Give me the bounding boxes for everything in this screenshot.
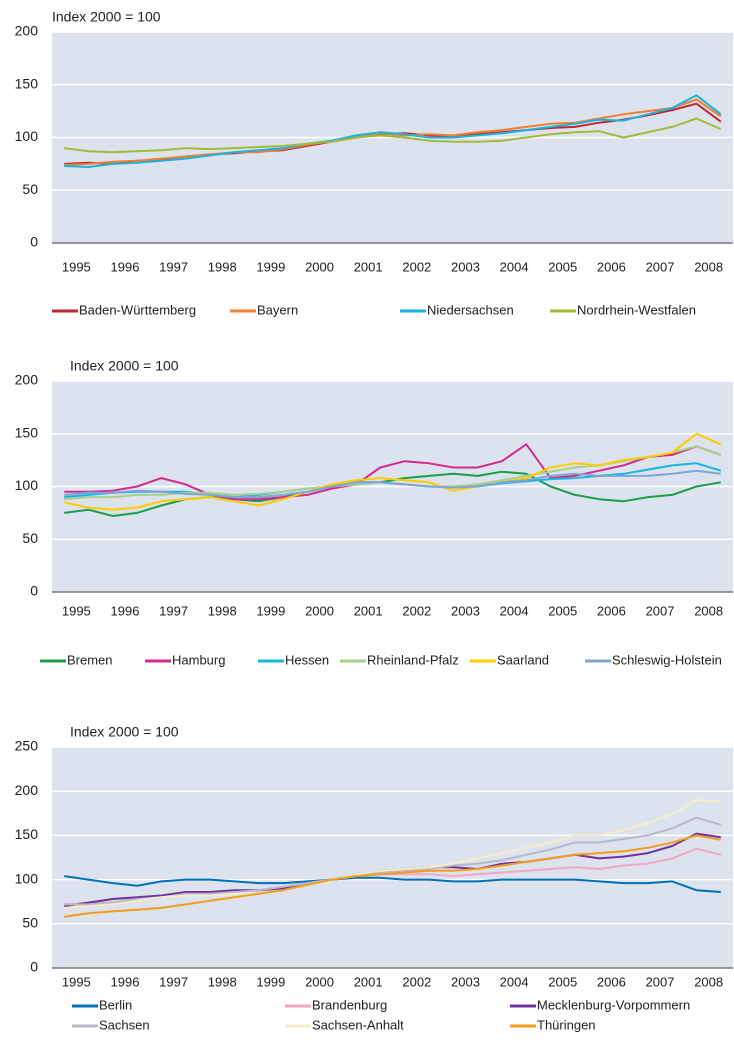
axis-title: Index 2000 = 100 bbox=[70, 358, 179, 374]
x-tick-label: 2001 bbox=[354, 974, 383, 989]
y-tick-label: 200 bbox=[15, 23, 39, 39]
x-tick-label: 2000 bbox=[305, 974, 334, 989]
series-line bbox=[64, 799, 721, 909]
legend-label: Nordrhein-Westfalen bbox=[577, 302, 696, 317]
x-tick-label: 2000 bbox=[305, 259, 334, 274]
legend-label: Hessen bbox=[285, 652, 329, 667]
x-tick-label: 2004 bbox=[500, 603, 529, 618]
y-tick-label: 0 bbox=[30, 583, 38, 599]
y-tick-label: 150 bbox=[15, 75, 39, 91]
series-line bbox=[64, 117, 722, 154]
x-tick-label: 2005 bbox=[548, 974, 577, 989]
y-tick-label: 0 bbox=[30, 959, 38, 975]
x-tick-label: 2002 bbox=[402, 259, 431, 274]
y-tick-label: 150 bbox=[15, 424, 39, 440]
x-tick-label: 1999 bbox=[256, 974, 285, 989]
axis-title: Index 2000 = 100 bbox=[52, 9, 161, 25]
legend-label: Bayern bbox=[257, 302, 298, 317]
x-tick-label: 2001 bbox=[354, 259, 383, 274]
series-line bbox=[64, 834, 721, 918]
x-tick-label: 1999 bbox=[256, 603, 285, 618]
x-tick-label: 1996 bbox=[111, 974, 140, 989]
x-tick-label: 2006 bbox=[597, 974, 626, 989]
series-line bbox=[64, 443, 722, 501]
y-tick-label: 50 bbox=[22, 530, 38, 546]
legend-label: Niedersachsen bbox=[427, 302, 514, 317]
x-tick-label: 2004 bbox=[500, 974, 529, 989]
series-line bbox=[64, 94, 722, 168]
x-tick-label: 2000 bbox=[305, 603, 334, 618]
legend-label: Rheinland-Pfalz bbox=[367, 652, 459, 667]
x-tick-label: 2002 bbox=[402, 974, 431, 989]
y-tick-label: 100 bbox=[15, 128, 39, 144]
legend-label: Mecklenburg-Vorpommern bbox=[537, 997, 690, 1012]
legend-label: Bremen bbox=[67, 652, 113, 667]
legend-label: Thüringen bbox=[537, 1017, 596, 1032]
x-tick-label: 2006 bbox=[597, 259, 626, 274]
legend-label: Sachsen-Anhalt bbox=[312, 1017, 404, 1032]
series-line bbox=[64, 470, 721, 517]
x-tick-label: 1995 bbox=[62, 259, 91, 274]
x-tick-label: 1997 bbox=[159, 603, 188, 618]
x-tick-label: 2007 bbox=[646, 974, 675, 989]
x-tick-label: 2006 bbox=[597, 603, 626, 618]
y-tick-label: 50 bbox=[22, 181, 38, 197]
x-tick-label: 2007 bbox=[646, 259, 675, 274]
x-tick-label: 1998 bbox=[208, 259, 237, 274]
legend-label: Berlin bbox=[99, 997, 132, 1012]
x-tick-label: 1996 bbox=[111, 259, 140, 274]
y-tick-label: 200 bbox=[15, 372, 39, 388]
x-tick-label: 2004 bbox=[500, 259, 529, 274]
series-line bbox=[64, 469, 721, 499]
legend-label: Baden-Württemberg bbox=[79, 302, 196, 317]
axis-title: Index 2000 = 100 bbox=[70, 724, 179, 740]
x-tick-label: 2008 bbox=[694, 974, 723, 989]
x-tick-label: 1996 bbox=[111, 603, 140, 618]
series-line bbox=[63, 432, 722, 511]
series-line bbox=[64, 98, 722, 166]
x-tick-label: 2003 bbox=[451, 259, 480, 274]
y-tick-label: 150 bbox=[15, 826, 39, 842]
legend-label: Hamburg bbox=[172, 652, 225, 667]
x-tick-label: 1998 bbox=[208, 974, 237, 989]
y-tick-label: 250 bbox=[15, 738, 39, 754]
y-tick-label: 0 bbox=[30, 234, 38, 250]
x-tick-label: 2003 bbox=[451, 974, 480, 989]
y-tick-label: 100 bbox=[15, 870, 39, 886]
x-tick-label: 2008 bbox=[694, 603, 723, 618]
y-tick-label: 50 bbox=[22, 915, 38, 931]
x-tick-label: 1998 bbox=[208, 603, 237, 618]
x-tick-label: 2005 bbox=[548, 603, 577, 618]
series-line bbox=[64, 875, 721, 893]
y-tick-label: 200 bbox=[15, 782, 39, 798]
x-tick-label: 1997 bbox=[159, 259, 188, 274]
y-tick-label: 100 bbox=[15, 477, 39, 493]
x-tick-label: 2008 bbox=[694, 259, 723, 274]
x-tick-label: 1999 bbox=[256, 259, 285, 274]
legend-label: Schleswig-Holstein bbox=[612, 652, 722, 667]
x-tick-label: 2001 bbox=[354, 603, 383, 618]
legend-label: Sachsen bbox=[99, 1017, 150, 1032]
x-tick-label: 2007 bbox=[646, 603, 675, 618]
legend-label: Brandenburg bbox=[312, 997, 387, 1012]
plot-background bbox=[52, 747, 733, 968]
x-tick-label: 1995 bbox=[62, 974, 91, 989]
legend-label: Saarland bbox=[497, 652, 549, 667]
x-tick-label: 1997 bbox=[159, 974, 188, 989]
x-tick-label: 2002 bbox=[402, 603, 431, 618]
x-tick-label: 2005 bbox=[548, 259, 577, 274]
x-tick-label: 1995 bbox=[62, 603, 91, 618]
x-tick-label: 2003 bbox=[451, 603, 480, 618]
